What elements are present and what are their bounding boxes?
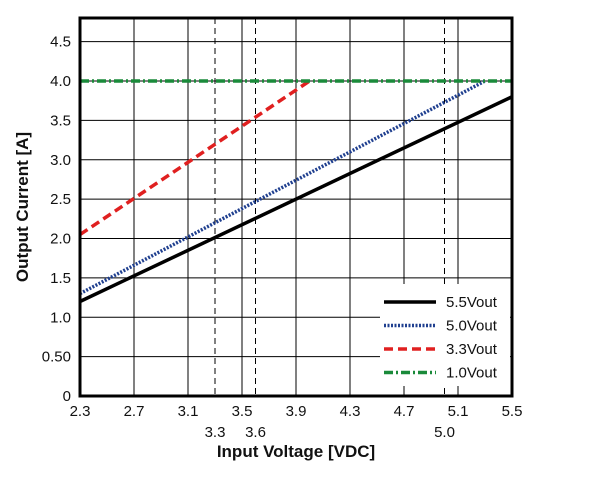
x-tick-label: 5.5	[502, 403, 523, 420]
y-tick-label: 0	[63, 388, 71, 405]
x-tick-label: 5.1	[448, 403, 469, 420]
reference-line-label: 3.6	[245, 424, 266, 441]
reference-line-label: 3.3	[205, 424, 226, 441]
series-line-5.0vout	[79, 79, 486, 296]
x-tick-label: 2.7	[124, 403, 145, 420]
y-tick-label: 4.0	[50, 73, 71, 90]
x-axis-title: Input Voltage [VDC]	[217, 442, 375, 461]
legend-label: 5.5Vout	[446, 294, 498, 311]
y-tick-label: 4.5	[50, 34, 71, 51]
y-tick-label: 3.5	[50, 112, 71, 129]
x-tick-labels: 2.3 2.7 3.1 3.5 3.9 4.3 4.7 5.1 5.5	[70, 403, 523, 420]
y-axis-title: Output Current [A]	[13, 132, 32, 282]
plot-frame	[78, 16, 514, 398]
x-tick-label: 4.3	[340, 403, 361, 420]
y-tick-label: 2.0	[50, 231, 71, 248]
y-tick-label: 3.0	[50, 152, 71, 169]
reference-line-label: 5.0	[434, 424, 455, 441]
legend-label: 3.3Vout	[446, 341, 498, 358]
y-tick-label: 0.50	[42, 349, 71, 366]
series-line-5.5vout	[79, 95, 513, 304]
x-tick-label: 3.5	[232, 403, 253, 420]
x-tick-label: 2.3	[70, 403, 91, 420]
series-lines	[79, 79, 513, 304]
y-tick-labels: 0 0.50 1.0 1.5 2.0 2.5 3.0 3.5 4.0 4.5	[42, 34, 71, 405]
y-tick-label: 1.5	[50, 270, 71, 287]
y-tick-label: 1.0	[50, 309, 71, 326]
reference-labels: 3.3 3.6 5.0	[205, 424, 455, 441]
legend-label: 5.0Vout	[446, 318, 498, 335]
x-tick-label: 4.7	[394, 403, 415, 420]
x-tick-label: 3.9	[286, 403, 307, 420]
legend: 5.5Vout 5.0Vout 3.3Vout 1.0Vout	[380, 284, 510, 386]
legend-label: 1.0Vout	[446, 365, 498, 382]
x-tick-label: 3.1	[178, 403, 199, 420]
y-tick-label: 2.5	[50, 191, 71, 208]
series-line-3.3vout	[79, 79, 311, 237]
